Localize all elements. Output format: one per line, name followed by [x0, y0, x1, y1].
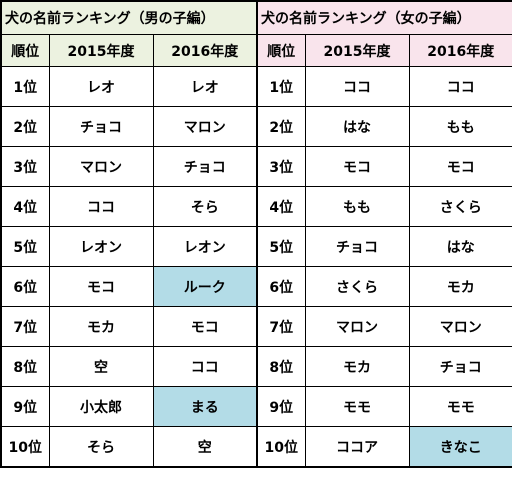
girls-header-rank: 順位 — [256, 34, 306, 67]
girls-ranking-row: 3位 モコ モコ — [256, 146, 512, 187]
boys-rank-cell: 10位 — [0, 426, 50, 468]
girls-name-2015-cell: モコ — [304, 146, 410, 187]
girls-rank-cell: 3位 — [256, 146, 306, 187]
boys-name-2016-cell: チョコ — [152, 146, 258, 187]
boys-name-2015-cell: レオン — [48, 226, 154, 267]
boys-rank-cell: 5位 — [0, 226, 50, 267]
boys-name-2016-cell: レオ — [152, 66, 258, 107]
girls-rank-cell: 8位 — [256, 346, 306, 387]
boys-ranking-row: 4位 ココ そら — [0, 186, 258, 227]
girls-ranking-row: 2位 はな もも — [256, 106, 512, 147]
girls-ranking-row: 6位 さくら モカ — [256, 266, 512, 307]
girls-header-2015: 2015年度 — [304, 34, 410, 67]
girls-table-title: 犬の名前ランキング（女の子編） — [256, 0, 512, 35]
girls-rank-cell: 6位 — [256, 266, 306, 307]
girls-name-2016-cell: モコ — [408, 146, 512, 187]
girls-name-2015-cell: チョコ — [304, 226, 410, 267]
girls-name-2015-cell: モモ — [304, 386, 410, 427]
girls-ranking-row: 4位 もも さくら — [256, 186, 512, 227]
boys-name-2016-cell: そら — [152, 186, 258, 227]
boys-ranking-row: 9位 小太郎 まる — [0, 386, 258, 427]
boys-name-2015-cell: 空 — [48, 346, 154, 387]
girls-name-2016-cell: モカ — [408, 266, 512, 307]
girls-rank-cell: 9位 — [256, 386, 306, 427]
girls-name-2016-cell: きなこ — [408, 426, 512, 468]
girls-name-2015-cell: もも — [304, 186, 410, 227]
boys-name-2015-cell: 小太郎 — [48, 386, 154, 427]
boys-ranking-row: 8位空ココ — [0, 346, 258, 387]
girls-rank-cell: 5位 — [256, 226, 306, 267]
girls-ranking-panel: 犬の名前ランキング（女の子編） 順位 2015年度 2016年度 1位 ココ ココ 2… — [256, 0, 512, 486]
boys-name-2016-cell: まる — [152, 386, 258, 427]
boys-ranking-table: 犬の名前ランキング（男の子編） 順位 2015年度 2016年度 1位 レオ レオ 2… — [0, 0, 258, 468]
boys-header-rank: 順位 — [0, 34, 50, 67]
girls-name-2016-cell: マロン — [408, 306, 512, 347]
boys-ranking-row: 2位 チョコ マロン — [0, 106, 258, 147]
boys-rank-cell: 3位 — [0, 146, 50, 187]
girls-name-2016-cell: もも — [408, 106, 512, 147]
girls-ranking-row: 7位 マロン マロン — [256, 306, 512, 347]
girls-rank-cell: 7位 — [256, 306, 306, 347]
girls-name-2015-cell: ココ — [304, 66, 410, 107]
boys-name-2015-cell: マロン — [48, 146, 154, 187]
girls-name-2016-cell: モモ — [408, 386, 512, 427]
boys-ranking-row: 3位 マロン チョコ — [0, 146, 258, 187]
boys-ranking-row: 7位 モカ モコ — [0, 306, 258, 347]
boys-table-title: 犬の名前ランキング（男の子編） — [0, 0, 258, 35]
girls-name-2015-cell: マロン — [304, 306, 410, 347]
girls-ranking-row: 9位 モモ モモ — [256, 386, 512, 427]
boys-name-2016-cell: ココ — [152, 346, 258, 387]
boys-rank-cell: 6位 — [0, 266, 50, 307]
girls-ranking-row: 5位 チョコ はな — [256, 226, 512, 267]
boys-ranking-row: 10位 そら空 — [0, 426, 258, 468]
boys-rank-cell: 7位 — [0, 306, 50, 347]
girls-header-2016: 2016年度 — [408, 34, 512, 67]
boys-name-2015-cell: ココ — [48, 186, 154, 227]
boys-name-2015-cell: モコ — [48, 266, 154, 307]
boys-name-2016-cell: マロン — [152, 106, 258, 147]
girls-name-2016-cell: ココ — [408, 66, 512, 107]
girls-ranking-row: 1位 ココ ココ — [256, 66, 512, 107]
boys-header-2015: 2015年度 — [48, 34, 154, 67]
girls-name-2016-cell: はな — [408, 226, 512, 267]
boys-rank-cell: 2位 — [0, 106, 50, 147]
girls-name-2015-cell: ココア — [304, 426, 410, 468]
girls-name-2016-cell: チョコ — [408, 346, 512, 387]
girls-rank-cell: 2位 — [256, 106, 306, 147]
boys-ranking-row: 5位 レオン レオン — [0, 226, 258, 267]
boys-rank-cell: 4位 — [0, 186, 50, 227]
girls-name-2015-cell: さくら — [304, 266, 410, 307]
girls-ranking-row: 10位 ココア きなこ — [256, 426, 512, 468]
boys-name-2016-cell: ルーク — [152, 266, 258, 307]
boys-ranking-panel: 犬の名前ランキング（男の子編） 順位 2015年度 2016年度 1位 レオ レオ 2… — [0, 0, 258, 468]
boys-ranking-row: 1位 レオ レオ — [0, 66, 258, 107]
girls-name-2015-cell: モカ — [304, 346, 410, 387]
girls-rank-cell: 4位 — [256, 186, 306, 227]
boys-name-2015-cell: モカ — [48, 306, 154, 347]
boys-name-2015-cell: レオ — [48, 66, 154, 107]
girls-name-2015-cell: はな — [304, 106, 410, 147]
girls-rank-cell: 10位 — [256, 426, 306, 468]
boys-rank-cell: 1位 — [0, 66, 50, 107]
girls-rank-cell: 1位 — [256, 66, 306, 107]
boys-rank-cell: 9位 — [0, 386, 50, 427]
boys-name-2016-cell: レオン — [152, 226, 258, 267]
girls-ranking-table: 犬の名前ランキング（女の子編） 順位 2015年度 2016年度 1位 ココ ココ 2… — [256, 0, 512, 468]
boys-name-2016-cell: モコ — [152, 306, 258, 347]
girls-ranking-row: 8位 モカ チョコ — [256, 346, 512, 387]
boys-name-2015-cell: そら — [48, 426, 154, 468]
boys-header-2016: 2016年度 — [152, 34, 258, 67]
boys-ranking-row: 6位 モコ ルーク — [0, 266, 258, 307]
boys-name-2015-cell: チョコ — [48, 106, 154, 147]
boys-name-2016-cell: 空 — [152, 426, 258, 468]
boys-rank-cell: 8位 — [0, 346, 50, 387]
girls-name-2016-cell: さくら — [408, 186, 512, 227]
